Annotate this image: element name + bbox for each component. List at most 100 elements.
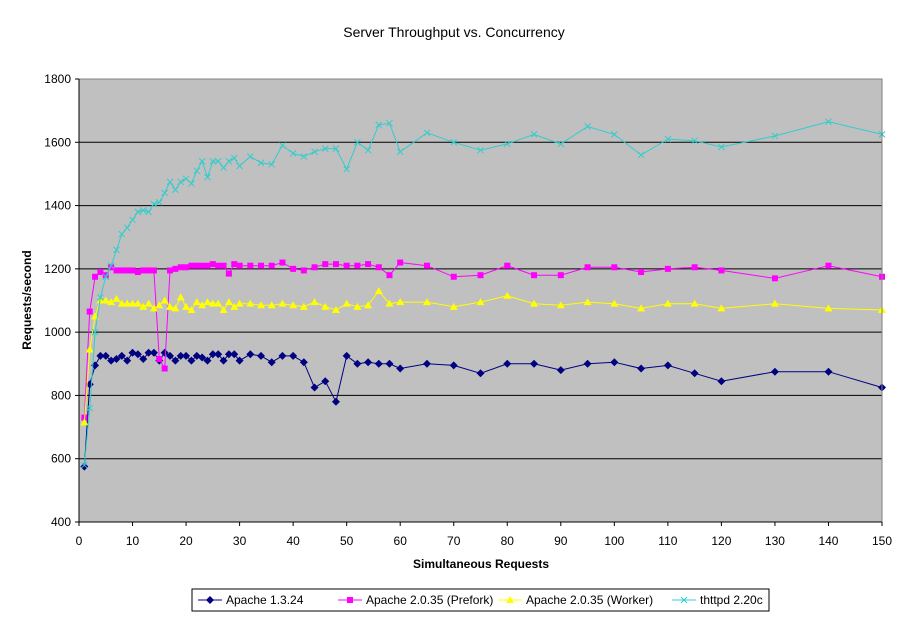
data-point bbox=[171, 304, 180, 312]
data-point bbox=[637, 364, 646, 373]
data-point bbox=[343, 262, 350, 269]
data-point bbox=[476, 298, 485, 306]
data-point bbox=[107, 262, 115, 270]
data-point bbox=[530, 299, 539, 307]
data-point bbox=[770, 299, 779, 307]
data-point bbox=[530, 131, 538, 138]
data-point bbox=[503, 291, 512, 299]
x-tick-label: 10 bbox=[126, 534, 140, 548]
data-point bbox=[637, 304, 646, 312]
data-point bbox=[230, 350, 239, 359]
data-point bbox=[353, 359, 362, 368]
y-tick-label: 400 bbox=[51, 515, 71, 529]
data-point bbox=[220, 164, 227, 171]
data-point bbox=[108, 264, 115, 271]
data-point bbox=[112, 294, 121, 302]
data-point bbox=[331, 397, 340, 406]
data-point bbox=[247, 262, 254, 269]
x-tick-label: 0 bbox=[76, 534, 83, 548]
x-tick-label: 120 bbox=[711, 534, 731, 548]
data-point bbox=[203, 356, 212, 365]
data-point bbox=[96, 351, 105, 360]
data-point bbox=[177, 264, 184, 271]
data-point bbox=[117, 299, 126, 307]
data-point bbox=[557, 272, 564, 279]
data-point bbox=[375, 264, 382, 271]
data-point bbox=[825, 262, 832, 269]
data-point bbox=[717, 377, 726, 386]
legend: Apache 1.3.24 Apache 2.0.35 (Prefork) Apac… bbox=[191, 588, 770, 612]
x-tick-label: 150 bbox=[872, 534, 892, 548]
data-point bbox=[150, 200, 158, 208]
data-point bbox=[610, 299, 619, 307]
data-point bbox=[375, 121, 383, 129]
data-point bbox=[149, 304, 158, 312]
data-point bbox=[664, 265, 671, 272]
data-point bbox=[354, 138, 361, 146]
data-point bbox=[290, 265, 297, 272]
data-point bbox=[113, 246, 120, 254]
data-point bbox=[423, 129, 431, 137]
data-point bbox=[129, 267, 136, 274]
data-point bbox=[182, 351, 191, 360]
data-point bbox=[139, 206, 147, 214]
data-point bbox=[374, 287, 383, 295]
legend-entry: Apache 1.3.24 bbox=[198, 593, 304, 607]
series-layer bbox=[80, 118, 886, 471]
series-3 bbox=[80, 287, 886, 426]
data-point bbox=[477, 272, 484, 279]
data-point bbox=[664, 135, 672, 143]
data-point bbox=[187, 356, 196, 365]
data-point bbox=[386, 119, 393, 127]
data-point bbox=[504, 262, 511, 269]
data-point bbox=[193, 167, 201, 175]
data-point bbox=[771, 275, 778, 282]
data-point bbox=[91, 328, 99, 336]
data-point bbox=[101, 296, 110, 304]
data-point bbox=[118, 230, 126, 238]
data-point bbox=[531, 272, 538, 279]
data-point bbox=[80, 461, 88, 469]
data-point bbox=[246, 350, 255, 359]
data-point bbox=[584, 123, 591, 130]
y-tick-label: 1000 bbox=[44, 325, 71, 339]
legend-box bbox=[191, 588, 770, 612]
data-point bbox=[278, 351, 287, 360]
data-point bbox=[92, 273, 99, 280]
data-point bbox=[257, 301, 266, 309]
data-point bbox=[208, 350, 217, 359]
data-point bbox=[225, 157, 233, 165]
data-point bbox=[118, 267, 125, 274]
data-point bbox=[364, 146, 372, 154]
data-point bbox=[134, 269, 141, 276]
data-point bbox=[145, 267, 152, 274]
chart-title: Server Throughput vs. Concurrency bbox=[343, 24, 565, 40]
data-point bbox=[86, 404, 94, 412]
data-point bbox=[156, 356, 163, 363]
y-tick-labels: 400 600 800 1000 1200 1400 1600 1800 bbox=[44, 72, 71, 529]
data-point bbox=[204, 262, 211, 269]
data-point bbox=[506, 596, 514, 603]
data-point bbox=[331, 305, 340, 313]
data-point bbox=[279, 259, 286, 266]
legend-entry: Apache 2.0.35 (Prefork) bbox=[338, 593, 493, 607]
data-point bbox=[117, 351, 126, 360]
data-point bbox=[208, 299, 217, 307]
data-point bbox=[343, 165, 351, 173]
legend-entry: thttpd 2.20c bbox=[672, 593, 763, 607]
data-point bbox=[113, 267, 120, 274]
data-point bbox=[219, 305, 228, 313]
y-axis-title: Requests/second bbox=[20, 250, 34, 349]
data-point bbox=[172, 265, 179, 272]
data-point bbox=[663, 299, 672, 307]
data-point bbox=[824, 304, 833, 312]
data-point bbox=[80, 462, 89, 471]
data-point bbox=[321, 145, 329, 152]
data-point bbox=[144, 299, 153, 307]
data-point bbox=[310, 298, 319, 306]
data-point bbox=[102, 273, 110, 281]
data-point bbox=[182, 175, 190, 183]
data-point bbox=[611, 264, 618, 271]
y-tick-label: 1200 bbox=[44, 262, 71, 276]
